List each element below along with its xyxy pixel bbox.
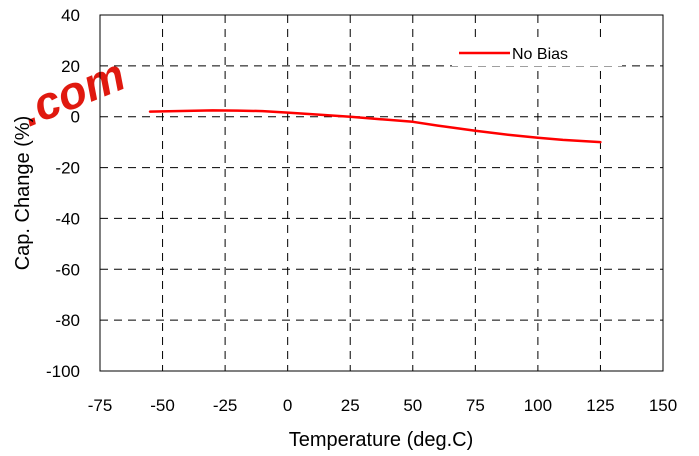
y-axis-ticks: 40 20 0 -20 -40 -60 -80 -100 xyxy=(46,6,80,381)
x-tick-label: 50 xyxy=(403,396,422,415)
plot-area-frame xyxy=(99,14,664,372)
series-layer xyxy=(148,109,602,144)
y-tick-label: -60 xyxy=(55,260,80,279)
y-tick-label: 0 xyxy=(71,108,80,127)
x-tick-label: -25 xyxy=(213,396,238,415)
y-axis-title: Cap. Change (%) xyxy=(12,116,34,271)
legend-label-no-bias: No Bias xyxy=(512,46,568,63)
x-axis-ticks: -75 -50 -25 0 25 50 75 100 125 150 xyxy=(88,396,677,415)
x-tick-label: -50 xyxy=(150,396,175,415)
y-tick-label: 20 xyxy=(61,57,80,76)
y-tick-label: 40 xyxy=(61,6,80,25)
series-line-no-bias xyxy=(148,109,602,144)
y-tick-label: -80 xyxy=(55,311,80,330)
x-axis-title: Temperature (deg.C) xyxy=(289,429,474,451)
x-tick-label: 75 xyxy=(466,396,485,415)
x-tick-label: 150 xyxy=(649,396,677,415)
x-tick-label: 0 xyxy=(283,396,292,415)
y-tick-label: -40 xyxy=(55,209,80,228)
x-tick-label: -75 xyxy=(88,396,113,415)
x-tick-label: 125 xyxy=(586,396,614,415)
y-tick-label: -100 xyxy=(46,362,80,381)
x-tick-label: 100 xyxy=(524,396,552,415)
grid xyxy=(100,15,663,371)
legend: No Bias xyxy=(452,42,622,66)
y-tick-label: -20 xyxy=(55,159,80,178)
x-tick-label: 25 xyxy=(341,396,360,415)
